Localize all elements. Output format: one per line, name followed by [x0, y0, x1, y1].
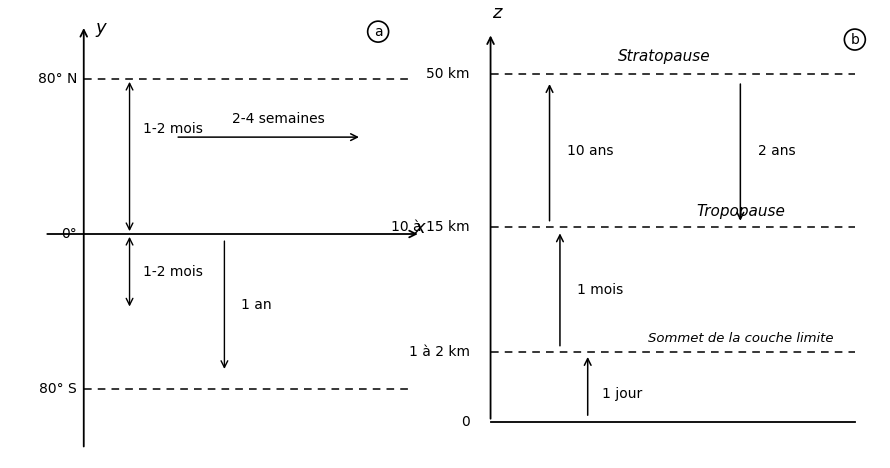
- Text: 80° N: 80° N: [38, 72, 77, 86]
- Text: 2 ans: 2 ans: [757, 144, 796, 158]
- Text: Tropopause: Tropopause: [696, 204, 785, 219]
- Text: 1-2 mois: 1-2 mois: [142, 265, 203, 278]
- Text: a: a: [374, 25, 383, 39]
- Text: 1 an: 1 an: [241, 298, 271, 312]
- Text: 50 km: 50 km: [426, 67, 470, 81]
- Text: Sommet de la couche limite: Sommet de la couche limite: [648, 332, 833, 345]
- Text: 1-2 mois: 1-2 mois: [142, 122, 203, 136]
- Text: $\mathbf{\mathit{z}}$: $\mathbf{\mathit{z}}$: [491, 4, 504, 22]
- Text: 10 à 15 km: 10 à 15 km: [391, 220, 470, 234]
- Text: 1 à 2 km: 1 à 2 km: [409, 345, 470, 359]
- Text: 0: 0: [461, 415, 470, 429]
- Text: 80° S: 80° S: [39, 382, 77, 396]
- Text: $\mathbf{\mathit{x}}$: $\mathbf{\mathit{x}}$: [414, 219, 427, 236]
- Text: 1 jour: 1 jour: [602, 387, 642, 401]
- Text: 0°: 0°: [61, 227, 77, 241]
- Text: Stratopause: Stratopause: [618, 49, 710, 64]
- Text: b: b: [851, 33, 859, 46]
- Text: $\mathbf{\mathit{y}}$: $\mathbf{\mathit{y}}$: [95, 21, 109, 39]
- Text: 1 mois: 1 mois: [578, 283, 624, 297]
- Text: 10 ans: 10 ans: [567, 144, 613, 158]
- Text: 2-4 semaines: 2-4 semaines: [232, 112, 325, 126]
